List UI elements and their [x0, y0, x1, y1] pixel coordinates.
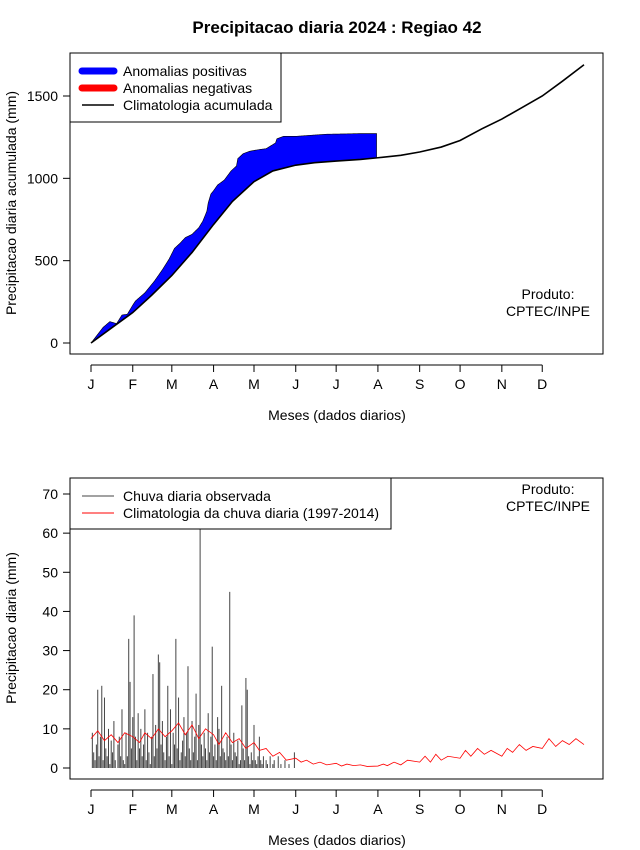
- chart-title: Precipitacao diaria 2024 : Regiao 42: [192, 18, 481, 37]
- x-tick-label: M: [248, 376, 260, 392]
- x-tick-label: F: [128, 801, 137, 817]
- x-tick-label: O: [455, 801, 466, 817]
- y-tick-label: 60: [42, 525, 58, 541]
- x-tick-label: A: [373, 801, 383, 817]
- legend-label-positive: Anomalias positivas: [123, 63, 247, 79]
- legend-label-observed: Chuva diaria observada: [123, 488, 271, 504]
- x-tick-label: J: [333, 376, 340, 392]
- product-label-top-line1: Produto:: [522, 286, 575, 302]
- y-tick-label: 0: [50, 335, 58, 351]
- product-label-top-line2: CPTEC/INPE: [506, 303, 590, 319]
- x-tick-label: A: [209, 376, 219, 392]
- chart-accumulated: 0 500 1000 1500 J F M A M J J A S O N D Precipitacao d…: [3, 52, 604, 423]
- x-axis-label-top: Meses (dados diarios): [268, 407, 406, 423]
- y-tick-label: 10: [42, 721, 58, 737]
- x-tick-label: N: [497, 801, 507, 817]
- y-axis-label-top: Precipitacao diaria acumulada (mm): [3, 91, 19, 315]
- x-tick-label: M: [248, 801, 260, 817]
- x-tick-label: S: [415, 376, 424, 392]
- x-axis-label-bottom: Meses (dados diarios): [268, 832, 406, 848]
- y-tick-label: 40: [42, 603, 58, 619]
- chart-daily: 0 10 20 30 40 50 60 70 J F M A M J J A S O N D Precipitaca…: [3, 477, 604, 848]
- product-label-bottom-line2: CPTEC/INPE: [506, 498, 590, 514]
- climatology-daily-line: [90, 722, 585, 767]
- x-tick-label: N: [497, 376, 507, 392]
- y-tick-label: 0: [50, 760, 58, 776]
- y-tick-label: 500: [35, 253, 59, 269]
- legend-label-climatology: Climatologia acumulada: [123, 97, 273, 113]
- x-tick-label: J: [292, 801, 299, 817]
- x-tick-label: A: [209, 801, 219, 817]
- legend-label-climatology-daily: Climatologia da chuva diaria (1997-2014): [123, 505, 379, 521]
- x-tick-label: O: [455, 376, 466, 392]
- y-axis-bottom: 0 10 20 30 40 50 60 70: [42, 486, 71, 776]
- legend-top: Anomalias positivas Anomalias negativas …: [69, 52, 282, 123]
- y-axis-label-bottom: Precipitacao diaria (mm): [3, 552, 19, 704]
- product-label-bottom-line1: Produto:: [522, 481, 575, 497]
- x-tick-label: M: [166, 801, 178, 817]
- y-tick-label: 30: [42, 643, 58, 659]
- x-tick-label: S: [415, 801, 424, 817]
- y-tick-label: 50: [42, 564, 58, 580]
- legend-label-negative: Anomalias negativas: [123, 80, 252, 96]
- y-axis-top: 0 500 1000 1500: [27, 88, 71, 351]
- legend-box-bottom: [69, 477, 392, 530]
- x-tick-label: M: [166, 376, 178, 392]
- y-tick-label: 20: [42, 682, 58, 698]
- y-tick-label: 70: [42, 486, 58, 502]
- x-tick-label: F: [128, 376, 137, 392]
- x-tick-label: D: [537, 801, 547, 817]
- climatology-line: [90, 64, 585, 344]
- x-tick-label: J: [88, 376, 95, 392]
- legend-bottom: Chuva diaria observada Climatologia da c…: [69, 477, 392, 530]
- x-tick-label: A: [373, 376, 383, 392]
- y-tick-label: 1500: [27, 88, 58, 104]
- daily-bars: [91, 513, 295, 768]
- y-tick-label: 1000: [27, 170, 58, 186]
- x-tick-label: J: [292, 376, 299, 392]
- x-tick-label: D: [537, 376, 547, 392]
- x-tick-label: J: [333, 801, 340, 817]
- x-tick-label: J: [88, 801, 95, 817]
